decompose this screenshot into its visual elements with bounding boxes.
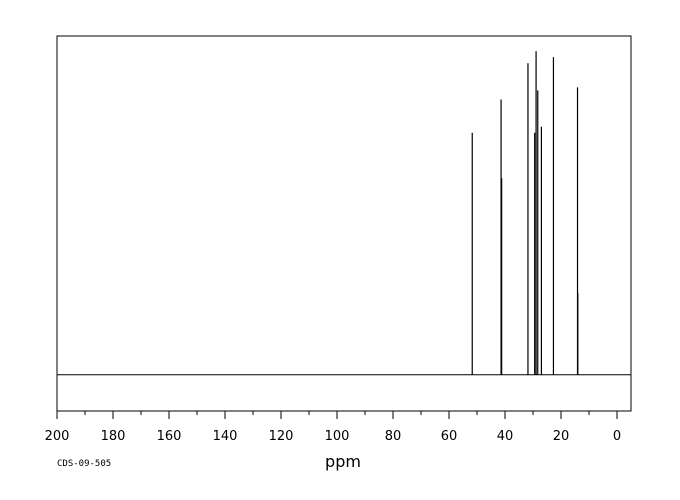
tick-label-0: 0 <box>613 429 621 444</box>
tick-label-140: 140 <box>213 429 238 444</box>
tick-label-80: 80 <box>385 429 402 444</box>
x-axis-label: ppm <box>325 452 361 471</box>
x-axis-ticks <box>56 411 618 419</box>
tick-label-160: 160 <box>157 429 182 444</box>
x-axis-tick-labels: 200 180 160 140 120 100 80 60 40 20 0 <box>45 429 622 444</box>
tick-label-100: 100 <box>325 429 350 444</box>
tick-label-40: 40 <box>497 429 514 444</box>
tick-label-180: 180 <box>101 429 126 444</box>
tick-label-60: 60 <box>441 429 458 444</box>
spectrum-code: CDS-09-505 <box>57 459 111 469</box>
peaks-group <box>471 51 579 375</box>
tick-label-20: 20 <box>553 429 570 444</box>
plot-frame <box>56 35 632 412</box>
tick-label-120: 120 <box>269 429 294 444</box>
tick-label-200: 200 <box>45 429 70 444</box>
